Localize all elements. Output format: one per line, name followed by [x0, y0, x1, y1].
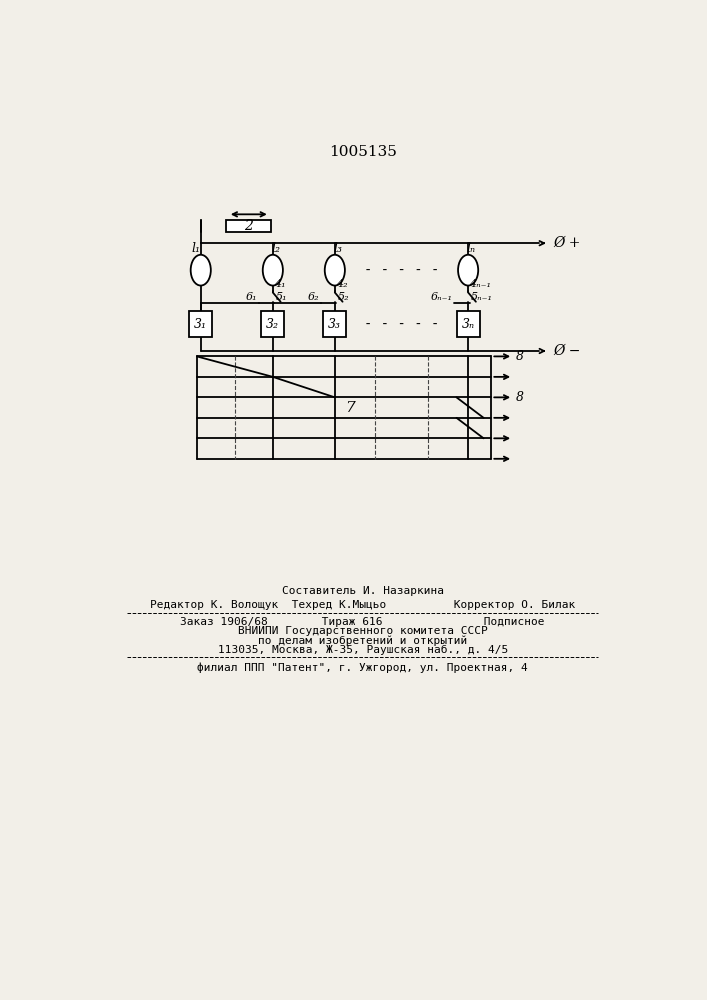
Text: филиал ППП "Патент", г. Ужгород, ул. Проектная, 4: филиал ППП "Патент", г. Ужгород, ул. Про… — [197, 663, 528, 673]
Text: 5ₙ₋₁: 5ₙ₋₁ — [472, 292, 493, 302]
Bar — [189, 311, 212, 337]
Text: 4ₙ₋₁: 4ₙ₋₁ — [469, 279, 491, 289]
Text: Ø +: Ø + — [554, 236, 580, 250]
Text: lₙ: lₙ — [467, 242, 476, 255]
Text: 1005135: 1005135 — [329, 145, 397, 159]
Bar — [323, 311, 346, 337]
Text: 7: 7 — [346, 401, 355, 415]
Bar — [261, 311, 284, 337]
Text: 3₃: 3₃ — [328, 318, 341, 331]
Text: l₂: l₂ — [271, 242, 280, 255]
Text: l₃: l₃ — [333, 242, 342, 255]
Bar — [457, 311, 480, 337]
Text: 6₂: 6₂ — [308, 292, 320, 302]
Text: 2: 2 — [245, 219, 253, 233]
Text: - - - - -: - - - - - — [364, 317, 439, 331]
Text: 3ₙ: 3ₙ — [462, 318, 474, 331]
Text: l₁: l₁ — [192, 242, 201, 255]
Text: 5₁: 5₁ — [276, 292, 288, 302]
Text: Составитель И. Назаркина: Составитель И. Назаркина — [281, 586, 444, 596]
Text: 8: 8 — [516, 350, 524, 363]
Text: 3₂: 3₂ — [267, 318, 279, 331]
Text: Ø −: Ø − — [554, 344, 580, 358]
Text: 8: 8 — [516, 391, 524, 404]
Text: 6ₙ₋₁: 6ₙ₋₁ — [431, 292, 452, 302]
Text: 4₁: 4₁ — [274, 279, 285, 289]
Ellipse shape — [325, 255, 345, 286]
Text: 6₁: 6₁ — [246, 292, 257, 302]
Ellipse shape — [191, 255, 211, 286]
Text: по делам изобретений и открытий: по делам изобретений и открытий — [258, 635, 467, 646]
Ellipse shape — [458, 255, 478, 286]
Text: 5₂: 5₂ — [338, 292, 349, 302]
Text: 4₂: 4₂ — [336, 279, 347, 289]
Text: Редактор К. Волощук  Техред К.Мыцьо          Корректор О. Билак: Редактор К. Волощук Техред К.Мыцьо Корре… — [150, 600, 575, 610]
Text: 3₁: 3₁ — [194, 318, 207, 331]
Text: - - - - -: - - - - - — [364, 263, 439, 277]
Bar — [226, 220, 271, 232]
Text: ВНИИПИ Государственного комитета СССР: ВНИИПИ Государственного комитета СССР — [238, 626, 488, 636]
Text: Заказ 1906/68        Тираж 616               Подписное: Заказ 1906/68 Тираж 616 Подписное — [180, 617, 545, 627]
Ellipse shape — [263, 255, 283, 286]
Text: 113035, Москва, Ж-35, Раушская наб., д. 4/5: 113035, Москва, Ж-35, Раушская наб., д. … — [218, 645, 508, 655]
